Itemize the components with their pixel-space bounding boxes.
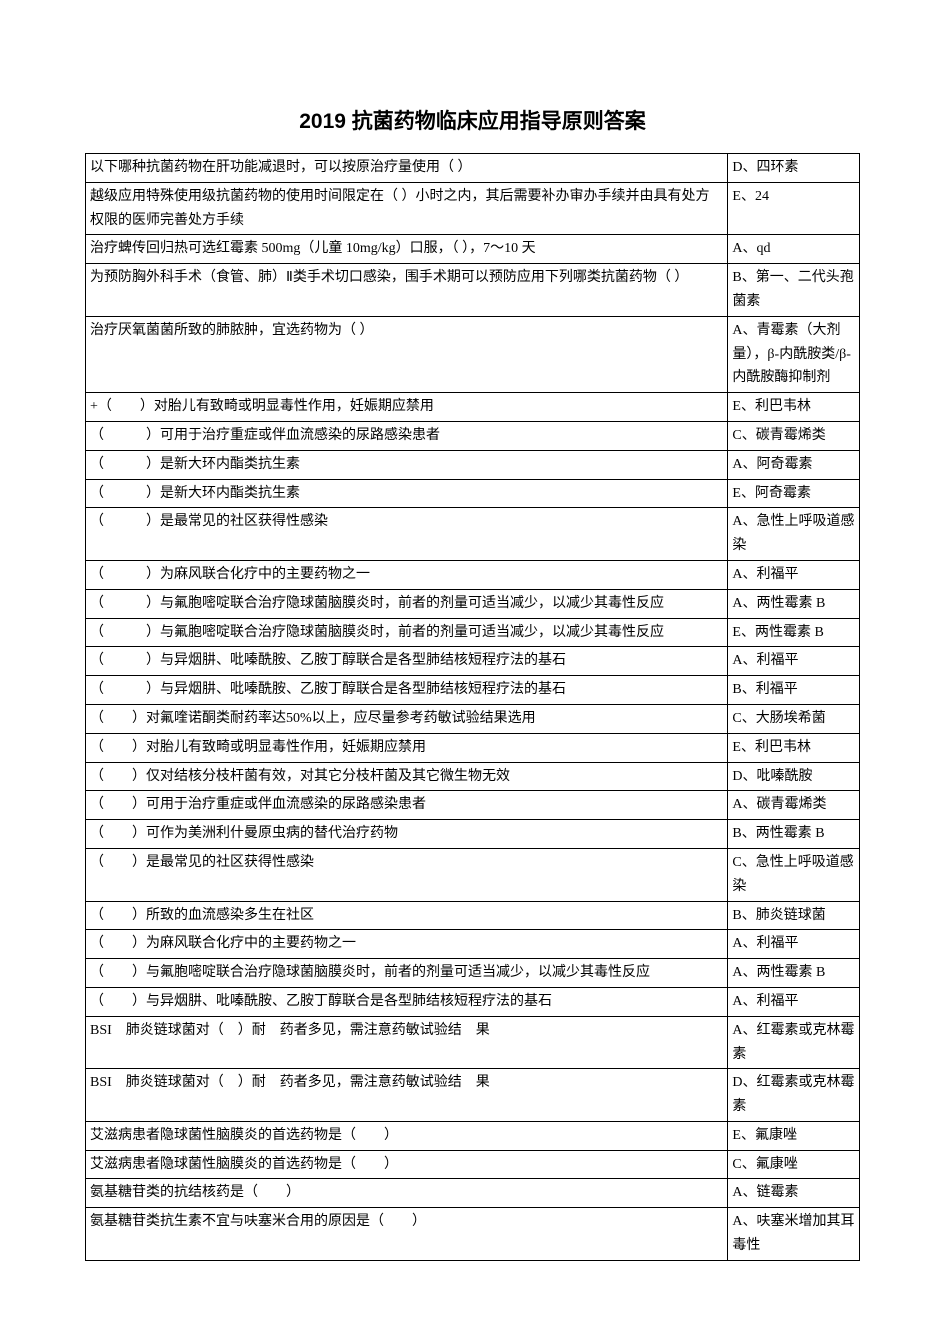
answer-cell: C、急性上呼吸道感染 [728, 848, 860, 901]
table-row: 艾滋病患者隐球菌性脑膜炎的首选药物是（ ）E、氟康唑 [86, 1121, 860, 1150]
table-row: （ ）是最常见的社区获得性感染A、急性上呼吸道感染 [86, 508, 860, 561]
question-cell: 以下哪种抗菌药物在肝功能减退时，可以按原治疗量使用（ ） [86, 154, 728, 183]
table-row: 艾滋病患者隐球菌性脑膜炎的首选药物是（ ）C、氟康唑 [86, 1150, 860, 1179]
answer-cell: D、红霉素或克林霉素 [728, 1069, 860, 1122]
question-cell: （ ）仅对结核分枝杆菌有效，对其它分枝杆菌及其它微生物无效 [86, 762, 728, 791]
question-cell: （ ）与氟胞嘧啶联合治疗隐球菌脑膜炎时，前者的剂量可适当减少，以减少其毒性反应 [86, 618, 728, 647]
answer-cell: D、四环素 [728, 154, 860, 183]
answer-cell: A、qd [728, 235, 860, 264]
question-cell: （ ）是最常见的社区获得性感染 [86, 508, 728, 561]
table-row: 治疗厌氧菌菌所致的肺脓肿，宜选药物为（ ）A、青霉素（大剂量），β-内酰胺类/β… [86, 316, 860, 392]
table-row: （ ）为麻风联合化疗中的主要药物之一A、利福平 [86, 560, 860, 589]
question-cell: （ ）是最常见的社区获得性感染 [86, 848, 728, 901]
answer-cell: E、阿奇霉素 [728, 479, 860, 508]
answer-cell: A、呋塞米增加其耳毒性 [728, 1208, 860, 1261]
question-cell: （ ）是新大环内酯类抗生素 [86, 450, 728, 479]
question-cell: （ ）与氟胞嘧啶联合治疗隐球菌脑膜炎时，前者的剂量可适当减少，以减少其毒性反应 [86, 589, 728, 618]
question-cell: （ ）与氟胞嘧啶联合治疗隐球菌脑膜炎时，前者的剂量可适当减少，以减少其毒性反应 [86, 959, 728, 988]
answer-cell: B、利福平 [728, 676, 860, 705]
question-cell: （ ）可用于治疗重症或伴血流感染的尿路感染患者 [86, 421, 728, 450]
answer-cell: A、利福平 [728, 987, 860, 1016]
answer-cell: A、链霉素 [728, 1179, 860, 1208]
question-cell: BSI 肺炎链球菌对（ ）耐 药者多见，需注意药敏试验结 果 [86, 1016, 728, 1069]
table-row: （ ）对胎儿有致畸或明显毒性作用，妊娠期应禁用E、利巴韦林 [86, 733, 860, 762]
table-row: （ ）是新大环内酯类抗生素E、阿奇霉素 [86, 479, 860, 508]
answer-cell: B、肺炎链球菌 [728, 901, 860, 930]
table-row: （ ）仅对结核分枝杆菌有效，对其它分枝杆菌及其它微生物无效D、吡嗪酰胺 [86, 762, 860, 791]
answer-cell: C、氟康唑 [728, 1150, 860, 1179]
question-cell: （ ）是新大环内酯类抗生素 [86, 479, 728, 508]
answer-cell: A、利福平 [728, 560, 860, 589]
answer-cell: D、吡嗪酰胺 [728, 762, 860, 791]
answer-cell: A、利福平 [728, 647, 860, 676]
table-row: （ ）与异烟肼、吡嗪酰胺、乙胺丁醇联合是各型肺结核短程疗法的基石A、利福平 [86, 647, 860, 676]
answer-cell: C、大肠埃希菌 [728, 704, 860, 733]
answer-cell: E、氟康唑 [728, 1121, 860, 1150]
answer-cell: E、利巴韦林 [728, 733, 860, 762]
answer-cell: A、两性霉素 B [728, 959, 860, 988]
answer-cell: E、利巴韦林 [728, 393, 860, 422]
question-cell: +（ ）对胎儿有致畸或明显毒性作用，妊娠期应禁用 [86, 393, 728, 422]
question-cell: 治疗蜱传回归热可选红霉素 500mg（儿童 10mg/kg）口服，（ ），7～1… [86, 235, 728, 264]
question-cell: （ ）对胎儿有致畸或明显毒性作用，妊娠期应禁用 [86, 733, 728, 762]
table-row: （ ）是最常见的社区获得性感染C、急性上呼吸道感染 [86, 848, 860, 901]
table-row: （ ）所致的血流感染多生在社区B、肺炎链球菌 [86, 901, 860, 930]
question-cell: 氨基糖苷类的抗结核药是（ ） [86, 1179, 728, 1208]
table-row: 氨基糖苷类的抗结核药是（ ）A、链霉素 [86, 1179, 860, 1208]
question-cell: （ ）为麻风联合化疗中的主要药物之一 [86, 560, 728, 589]
answer-cell: A、急性上呼吸道感染 [728, 508, 860, 561]
table-row: （ ）与异烟肼、吡嗪酰胺、乙胺丁醇联合是各型肺结核短程疗法的基石A、利福平 [86, 987, 860, 1016]
table-row: （ ）与氟胞嘧啶联合治疗隐球菌脑膜炎时，前者的剂量可适当减少，以减少其毒性反应E… [86, 618, 860, 647]
question-cell: 为预防胸外科手术（食管、肺）Ⅱ类手术切口感染，围手术期可以预防应用下列哪类抗菌药… [86, 264, 728, 317]
question-cell: （ ）与异烟肼、吡嗪酰胺、乙胺丁醇联合是各型肺结核短程疗法的基石 [86, 987, 728, 1016]
question-cell: 艾滋病患者隐球菌性脑膜炎的首选药物是（ ） [86, 1121, 728, 1150]
table-row: 氨基糖苷类抗生素不宜与呋塞米合用的原因是（ ）A、呋塞米增加其耳毒性 [86, 1208, 860, 1261]
question-cell: （ ）为麻风联合化疗中的主要药物之一 [86, 930, 728, 959]
page-title: 2019 抗菌药物临床应用指导原则答案 [85, 105, 860, 135]
question-cell: 越级应用特殊使用级抗菌药物的使用时间限定在（ ）小时之内，其后需要补办审办手续并… [86, 182, 728, 235]
question-cell: （ ）与异烟肼、吡嗪酰胺、乙胺丁醇联合是各型肺结核短程疗法的基石 [86, 676, 728, 705]
answer-cell: A、阿奇霉素 [728, 450, 860, 479]
answer-cell: E、24 [728, 182, 860, 235]
table-row: BSI 肺炎链球菌对（ ）耐 药者多见，需注意药敏试验结 果A、红霉素或克林霉素 [86, 1016, 860, 1069]
question-cell: （ ）可用于治疗重症或伴血流感染的尿路感染患者 [86, 791, 728, 820]
question-cell: 治疗厌氧菌菌所致的肺脓肿，宜选药物为（ ） [86, 316, 728, 392]
answer-cell: A、碳青霉烯类 [728, 791, 860, 820]
table-row: 以下哪种抗菌药物在肝功能减退时，可以按原治疗量使用（ ）D、四环素 [86, 154, 860, 183]
question-cell: （ ）对氟喹诺酮类耐药率达50%以上，应尽量参考药敏试验结果选用 [86, 704, 728, 733]
answer-cell: B、两性霉素 B [728, 820, 860, 849]
answer-cell: C、碳青霉烯类 [728, 421, 860, 450]
table-row: （ ）可作为美洲利什曼原虫病的替代治疗药物B、两性霉素 B [86, 820, 860, 849]
table-row: （ ）是新大环内酯类抗生素A、阿奇霉素 [86, 450, 860, 479]
question-cell: （ ）所致的血流感染多生在社区 [86, 901, 728, 930]
answer-cell: A、红霉素或克林霉素 [728, 1016, 860, 1069]
answer-cell: B、第一、二代头孢菌素 [728, 264, 860, 317]
table-row: +（ ）对胎儿有致畸或明显毒性作用，妊娠期应禁用E、利巴韦林 [86, 393, 860, 422]
table-row: （ ）与氟胞嘧啶联合治疗隐球菌脑膜炎时，前者的剂量可适当减少，以减少其毒性反应A… [86, 589, 860, 618]
table-row: （ ）可用于治疗重症或伴血流感染的尿路感染患者A、碳青霉烯类 [86, 791, 860, 820]
table-row: 治疗蜱传回归热可选红霉素 500mg（儿童 10mg/kg）口服，（ ），7～1… [86, 235, 860, 264]
table-row: （ ）为麻风联合化疗中的主要药物之一A、利福平 [86, 930, 860, 959]
table-row: 越级应用特殊使用级抗菌药物的使用时间限定在（ ）小时之内，其后需要补办审办手续并… [86, 182, 860, 235]
question-cell: （ ）与异烟肼、吡嗪酰胺、乙胺丁醇联合是各型肺结核短程疗法的基石 [86, 647, 728, 676]
question-cell: 氨基糖苷类抗生素不宜与呋塞米合用的原因是（ ） [86, 1208, 728, 1261]
question-cell: 艾滋病患者隐球菌性脑膜炎的首选药物是（ ） [86, 1150, 728, 1179]
table-row: （ ）可用于治疗重症或伴血流感染的尿路感染患者C、碳青霉烯类 [86, 421, 860, 450]
answer-cell: E、两性霉素 B [728, 618, 860, 647]
question-cell: BSI 肺炎链球菌对（ ）耐 药者多见，需注意药敏试验结 果 [86, 1069, 728, 1122]
table-row: BSI 肺炎链球菌对（ ）耐 药者多见，需注意药敏试验结 果D、红霉素或克林霉素 [86, 1069, 860, 1122]
answer-cell: A、青霉素（大剂量），β-内酰胺类/β-内酰胺酶抑制剂 [728, 316, 860, 392]
answer-cell: A、利福平 [728, 930, 860, 959]
qa-table: 以下哪种抗菌药物在肝功能减退时，可以按原治疗量使用（ ）D、四环素越级应用特殊使… [85, 153, 860, 1261]
question-cell: （ ）可作为美洲利什曼原虫病的替代治疗药物 [86, 820, 728, 849]
table-row: （ ）对氟喹诺酮类耐药率达50%以上，应尽量参考药敏试验结果选用C、大肠埃希菌 [86, 704, 860, 733]
table-row: （ ）与异烟肼、吡嗪酰胺、乙胺丁醇联合是各型肺结核短程疗法的基石B、利福平 [86, 676, 860, 705]
table-row: （ ）与氟胞嘧啶联合治疗隐球菌脑膜炎时，前者的剂量可适当减少，以减少其毒性反应A… [86, 959, 860, 988]
answer-cell: A、两性霉素 B [728, 589, 860, 618]
table-row: 为预防胸外科手术（食管、肺）Ⅱ类手术切口感染，围手术期可以预防应用下列哪类抗菌药… [86, 264, 860, 317]
